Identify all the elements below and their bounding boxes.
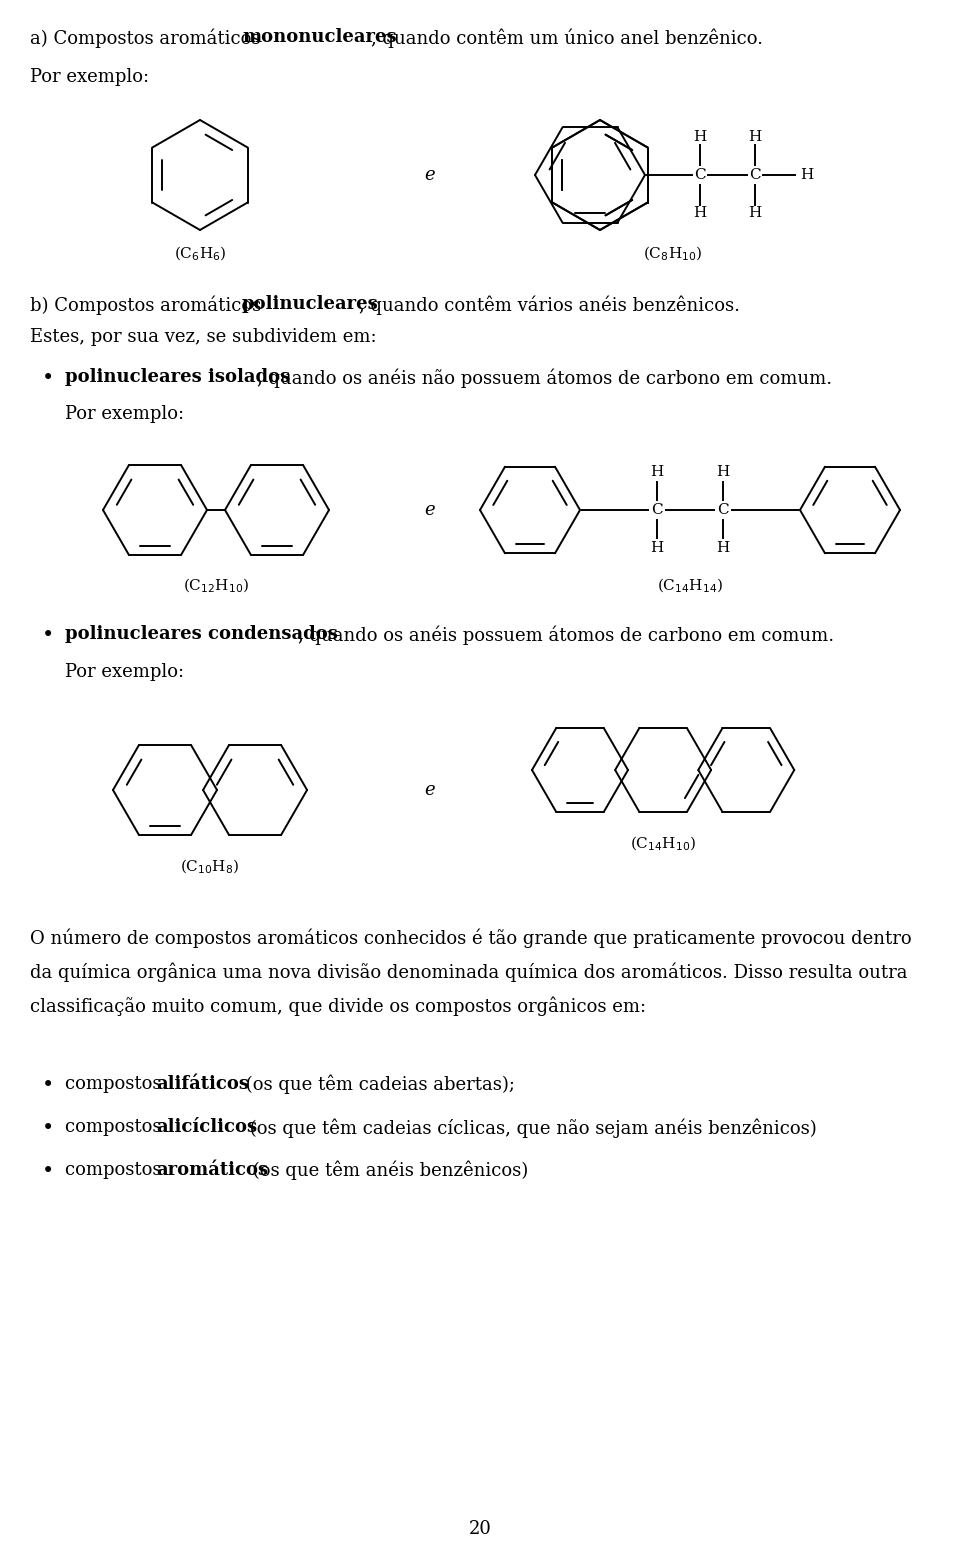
- Text: •: •: [42, 369, 55, 387]
- Text: (C$_{14}$H$_{14}$): (C$_{14}$H$_{14}$): [657, 577, 723, 596]
- Text: compostos: compostos: [65, 1075, 167, 1092]
- Text: O número de compostos aromáticos conhecidos é tão grande que praticamente provoc: O número de compostos aromáticos conheci…: [30, 927, 912, 948]
- Text: compostos: compostos: [65, 1161, 167, 1179]
- Text: polinucleares condensados: polinucleares condensados: [65, 626, 338, 643]
- Text: H: H: [749, 205, 761, 219]
- Text: Por exemplo:: Por exemplo:: [65, 405, 184, 423]
- Text: H: H: [693, 131, 707, 145]
- Text: (os que têm cadeias cíclicas, que não sejam anéis benzênicos): (os que têm cadeias cíclicas, que não se…: [244, 1119, 817, 1137]
- Text: polinucleares: polinucleares: [242, 296, 379, 313]
- Text: H: H: [749, 131, 761, 145]
- Text: C: C: [651, 503, 662, 517]
- Text: e: e: [424, 501, 435, 520]
- Text: Por exemplo:: Por exemplo:: [30, 68, 149, 86]
- Text: da química orgânica uma nova divisão denominada química dos aromáticos. Disso re: da química orgânica uma nova divisão den…: [30, 962, 907, 982]
- Text: , quando os anéis não possuem átomos de carbono em comum.: , quando os anéis não possuem átomos de …: [257, 369, 832, 387]
- Text: polinucleares isolados: polinucleares isolados: [65, 369, 290, 386]
- Text: (C$_8$H$_{10}$): (C$_8$H$_{10}$): [643, 244, 702, 263]
- Text: (C$_6$H$_6$): (C$_6$H$_6$): [174, 244, 227, 263]
- Text: classificação muito comum, que divide os compostos orgânicos em:: classificação muito comum, que divide os…: [30, 996, 646, 1016]
- Text: e: e: [424, 166, 435, 184]
- Text: H: H: [716, 541, 730, 555]
- Text: (C$_{10}$H$_8$): (C$_{10}$H$_8$): [180, 857, 240, 876]
- Text: (C$_{14}$H$_{10}$): (C$_{14}$H$_{10}$): [630, 836, 696, 853]
- Text: a) Compostos aromáticos: a) Compostos aromáticos: [30, 28, 266, 48]
- Text: , quando contêm vários anéis benzênicos.: , quando contêm vários anéis benzênicos.: [359, 296, 740, 314]
- Text: alicíclicos: alicíclicos: [156, 1119, 257, 1136]
- Text: •: •: [42, 1161, 55, 1181]
- Text: H: H: [693, 205, 707, 219]
- Text: (C$_{12}$H$_{10}$): (C$_{12}$H$_{10}$): [183, 577, 249, 596]
- Text: e: e: [424, 781, 435, 798]
- Text: aromáticos: aromáticos: [156, 1161, 268, 1179]
- Text: Por exemplo:: Por exemplo:: [65, 663, 184, 682]
- Text: compostos: compostos: [65, 1119, 167, 1136]
- Text: H: H: [650, 541, 663, 555]
- Text: C: C: [749, 168, 761, 182]
- Text: H: H: [800, 168, 813, 182]
- Text: (os que têm cadeias abertas);: (os que têm cadeias abertas);: [240, 1075, 515, 1094]
- Text: , quando contêm um único anel benzênico.: , quando contêm um único anel benzênico.: [371, 28, 763, 48]
- Text: H: H: [716, 465, 730, 479]
- Text: C: C: [717, 503, 729, 517]
- Text: •: •: [42, 626, 55, 646]
- Text: H: H: [650, 465, 663, 479]
- Text: 20: 20: [468, 1520, 492, 1537]
- Text: (os que têm anéis benzênicos): (os que têm anéis benzênicos): [247, 1161, 528, 1181]
- Text: mononucleares: mononucleares: [242, 28, 396, 47]
- Text: b) Compostos aromáticos: b) Compostos aromáticos: [30, 296, 267, 314]
- Text: •: •: [42, 1119, 55, 1137]
- Text: •: •: [42, 1075, 55, 1095]
- Text: alifáticos: alifáticos: [156, 1075, 249, 1092]
- Text: C: C: [694, 168, 706, 182]
- Text: , quando os anéis possuem átomos de carbono em comum.: , quando os anéis possuem átomos de carb…: [298, 626, 834, 644]
- Text: Estes, por sua vez, se subdividem em:: Estes, por sua vez, se subdividem em:: [30, 328, 376, 345]
